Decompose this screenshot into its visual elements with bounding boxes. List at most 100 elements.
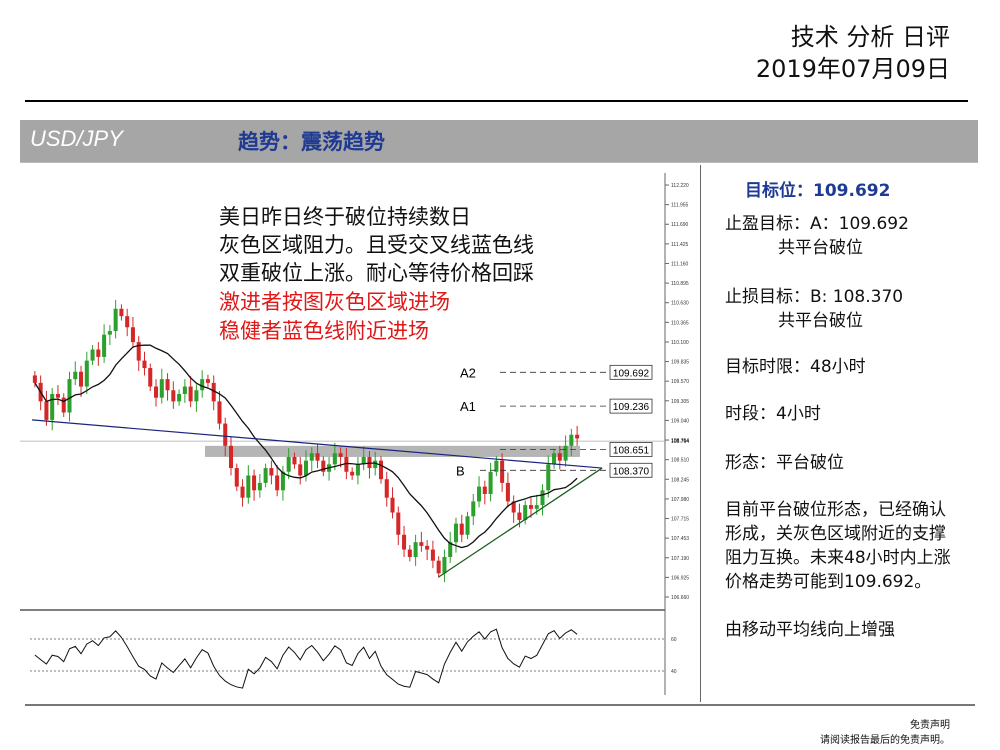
stop-loss: 止损目标：B: 108.370 [725, 287, 904, 307]
y-tick-label: 106.660 [671, 595, 689, 601]
report-date: 2019年07月09日 [755, 55, 950, 83]
bottom-divider [25, 704, 975, 706]
desc-line-3: 阻力互换。未来48小时内上涨 [725, 548, 951, 568]
candle-body [396, 512, 401, 535]
candle-body [332, 453, 337, 465]
candle-body [159, 379, 164, 398]
candle-body [113, 308, 118, 331]
candle-body [355, 464, 360, 476]
candle-body [575, 434, 580, 439]
candle-body [459, 523, 464, 535]
desc-line-4: 价格走势可能到109.692。 [725, 572, 932, 592]
target-level: 目标位：109.692 [745, 181, 891, 201]
candle-body [136, 342, 141, 361]
candle-body [223, 423, 228, 446]
candle-body [90, 349, 95, 361]
candle-body [442, 556, 447, 574]
candle-body [494, 460, 499, 472]
candle-body [419, 542, 424, 546]
report-title: 技术 分析 日评 [790, 23, 950, 51]
candle-body [309, 453, 314, 461]
candle-body [234, 468, 239, 487]
y-tick-label: 107.980 [671, 497, 689, 503]
candle-body [55, 393, 60, 398]
note-line-2: 灰色区域阻力。且受交叉线蓝色线 [219, 233, 534, 257]
level-label-a1: A1 [460, 399, 476, 414]
candle-body [402, 534, 407, 550]
candle-body [528, 505, 533, 509]
candle-body [269, 468, 274, 476]
green-trendline [438, 467, 603, 578]
y-tick-label: 106.925 [671, 575, 689, 581]
candle-body [148, 368, 153, 387]
candle-body [482, 486, 487, 494]
banner: USD/JPY 趋势：震荡趋势 [20, 120, 978, 162]
y-tick-label: 108.764 [671, 438, 689, 444]
candle-body [315, 453, 320, 461]
note-line-1: 美日昨日终于破位持续数日 [219, 205, 471, 229]
frame-top-line [20, 162, 978, 163]
candle-body [182, 386, 187, 394]
candle-body [505, 482, 510, 502]
level-label-b: B [456, 463, 465, 478]
y-tick-label: 108.245 [671, 477, 689, 483]
y-tick-label: 111.955 [671, 203, 689, 209]
y-tick-label: 109.305 [671, 399, 689, 405]
candle-body [286, 456, 291, 472]
candle-body [557, 453, 562, 461]
candle-body [298, 464, 303, 476]
candle-body [194, 390, 199, 402]
candle-body [292, 456, 297, 465]
candle-body [61, 397, 66, 413]
candle-body [569, 434, 574, 446]
level-label-a2: A2 [460, 365, 476, 380]
candle-body [500, 460, 505, 483]
y-tick-label: 111.160 [671, 261, 689, 267]
current-price-label: 108.764 [671, 439, 689, 445]
candle-body [280, 471, 285, 491]
candle-body [517, 512, 522, 520]
y-tick-label: 108.510 [671, 458, 689, 464]
blue-trendline [31, 419, 603, 469]
candle-body [361, 456, 366, 465]
candle-body [102, 334, 107, 357]
candle-body [171, 390, 176, 402]
candle-body [303, 460, 309, 476]
candle-body [84, 360, 89, 387]
candle-body [130, 327, 135, 343]
candle-body [430, 549, 435, 561]
candle-body [552, 453, 557, 465]
y-tick-label: 109.040 [671, 418, 689, 424]
candle-body [211, 382, 216, 402]
y-tick-label: 111.425 [671, 242, 689, 248]
level-value: 109.692 [613, 368, 650, 379]
note-line-4: 激进者按图灰色区域进场 [219, 290, 450, 314]
candle-body [540, 490, 545, 506]
candle-body [50, 393, 55, 420]
candle-body [350, 471, 355, 476]
candle-body [205, 379, 210, 383]
take-profit: 止盈目标：A：109.692 [725, 214, 909, 234]
candle-body [125, 316, 130, 328]
candle-body [165, 379, 170, 391]
candle-body [96, 349, 101, 357]
candle-body [240, 486, 245, 498]
candle-body [390, 497, 395, 513]
candle-body [263, 468, 268, 483]
candle-body [373, 460, 378, 469]
candle-body [453, 523, 458, 543]
header-divider [25, 100, 968, 102]
y-tick-label: 110.630 [671, 301, 689, 307]
candle-body [119, 308, 124, 317]
candle-body [378, 460, 384, 480]
candle-body [488, 471, 493, 494]
candle-body [32, 375, 37, 383]
timeframe: 时段：4小时 [725, 404, 821, 424]
candle-body [436, 560, 441, 574]
candle-body [321, 460, 326, 472]
candle-body [228, 445, 234, 469]
currency-pair: USD/JPY [30, 126, 123, 151]
candle-body [67, 379, 72, 413]
panel-divider [700, 165, 701, 702]
candle-body [142, 360, 147, 369]
